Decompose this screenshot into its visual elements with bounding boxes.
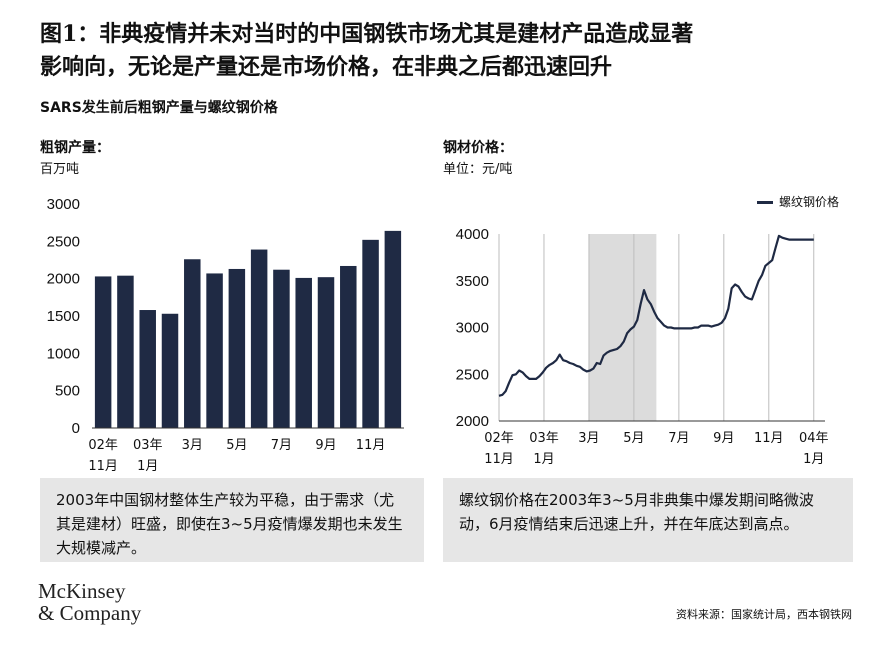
bar-y-tick-label: 3000 — [47, 196, 80, 213]
bar-x-tick-label: 7月 — [271, 438, 292, 453]
line-y-tick-label: 4000 — [456, 226, 489, 243]
rebar-price-line — [498, 234, 814, 397]
bar-x-tick-label: 9月 — [315, 438, 336, 453]
bar — [273, 269, 290, 428]
line-chart-legend: 螺纹钢价格 — [757, 193, 839, 210]
bar — [228, 268, 246, 428]
line-x-tick-label: 02年 — [484, 431, 514, 446]
line-x-tick-label: 1月 — [533, 452, 554, 467]
bar — [340, 265, 357, 428]
line-chart-note: 螺纹钢价格在2003年3~5月非典集中爆发期间略微波动，6月疫情结束后迅速上升，… — [443, 478, 853, 562]
bar-y-tick-label: 1000 — [47, 345, 80, 362]
line-chart-label: 钢材价格： — [443, 140, 513, 156]
bar-x-tick-label: 5月 — [226, 438, 247, 453]
bar-x-tick-label: 02年 — [88, 438, 118, 453]
line-x-tick-label: 3月 — [578, 431, 599, 446]
line-y-tick-label: 2500 — [456, 366, 489, 383]
mckinsey-logo: McKinsey & Company — [38, 580, 141, 624]
bar — [206, 273, 223, 428]
chart-subtitle: SARS发生前后粗钢产量与螺纹钢价格 — [40, 100, 278, 116]
sars-period-shade — [588, 234, 657, 421]
bar-x-tick-label: 11月 — [356, 438, 386, 453]
page-title: 图1：非典疫情并未对当时的中国钢铁市场尤其是建材产品造成显著 影响向，无论是产量… — [40, 18, 860, 84]
line-x-tick-label: 1月 — [803, 452, 824, 467]
bar — [317, 277, 335, 428]
line-x-tick-label: 11月 — [484, 452, 514, 467]
bar-y-tick-label: 0 — [72, 420, 80, 437]
bar-y-tick-label: 500 — [55, 383, 80, 400]
bar — [94, 276, 112, 428]
bar-chart-note: 2003年中国钢材整体生产较为平稳，由于需求（尤其是建材）旺盛，即使在3~5月疫… — [40, 478, 424, 562]
logo-line-1: McKinsey — [38, 579, 126, 603]
legend-label: 螺纹钢价格 — [779, 195, 840, 209]
line-x-tick-label: 03年 — [529, 431, 559, 446]
line-x-tick-label: 11月 — [754, 431, 784, 446]
legend-swatch — [757, 201, 773, 204]
bar — [250, 249, 268, 428]
line-y-tick-label: 3500 — [456, 273, 489, 290]
bar-x-tick-label: 3月 — [182, 438, 203, 453]
line-y-tick-label: 2000 — [456, 413, 489, 430]
line-chart-unit: 单位：元/吨 — [443, 162, 513, 177]
line-y-tick-label: 3000 — [456, 320, 489, 337]
bar — [117, 275, 134, 428]
line-x-tick-label: 04年 — [799, 431, 829, 446]
bar-y-tick-label: 2000 — [47, 271, 80, 288]
line-x-tick-label: 9月 — [713, 431, 734, 446]
bar-chart-unit: 百万吨 — [40, 162, 80, 177]
bar-x-tick-label: 03年 — [133, 438, 163, 453]
bar-y-tick-label: 1500 — [47, 308, 80, 325]
source-note: 资料来源：国家统计局，西本钢铁网 — [676, 608, 852, 621]
bar — [295, 277, 312, 428]
page-title-line-1: 图1：非典疫情并未对当时的中国钢铁市场尤其是建材产品造成显著 — [40, 21, 694, 47]
bar-chart-label: 粗钢产量： — [40, 140, 110, 156]
bar-x-tick-label: 11月 — [88, 459, 118, 474]
bar — [139, 310, 156, 428]
bar — [362, 239, 379, 428]
logo-line-2: & Company — [38, 601, 142, 625]
line-x-tick-label: 7月 — [668, 431, 689, 446]
bar-x-tick-label: 1月 — [137, 459, 158, 474]
line-x-tick-label: 5月 — [623, 431, 644, 446]
bar-y-tick-label: 2500 — [47, 233, 80, 250]
page-title-line-2: 影响向，无论是产量还是市场价格，在非典之后都迅速回升 — [40, 54, 613, 80]
bar — [384, 230, 402, 428]
bar — [184, 259, 201, 428]
bar — [161, 313, 179, 428]
